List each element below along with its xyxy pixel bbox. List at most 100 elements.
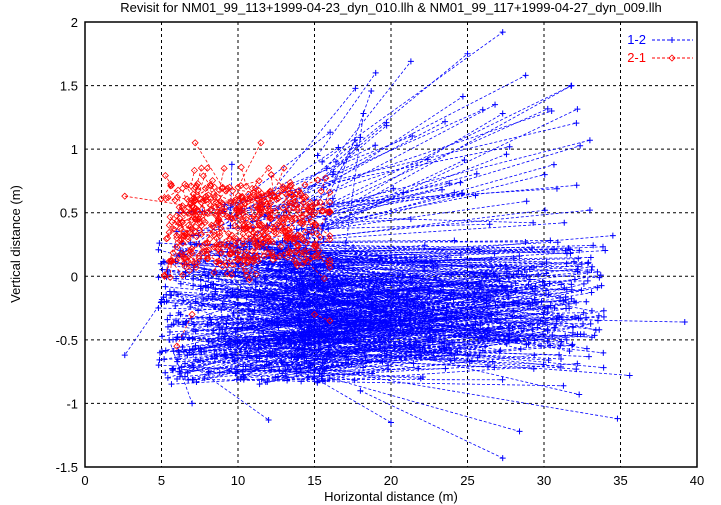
plus-marker <box>472 192 479 199</box>
plus-marker <box>546 280 553 287</box>
diamond-marker <box>173 193 181 201</box>
diamond-marker <box>210 183 218 191</box>
diamond-marker <box>121 192 129 200</box>
diamond-marker <box>192 233 201 241</box>
plus-marker <box>174 358 181 365</box>
diamond-marker <box>310 310 319 318</box>
plus-marker <box>525 281 532 288</box>
plus-marker <box>264 292 271 299</box>
data-segment <box>299 314 561 347</box>
plus-marker <box>158 298 165 305</box>
diamond-marker <box>242 267 250 275</box>
plus-marker <box>322 216 329 223</box>
diamond-marker <box>165 257 173 265</box>
data-segment <box>294 190 300 202</box>
diamond-marker <box>180 259 188 268</box>
plus-marker <box>314 353 321 360</box>
diamond-marker <box>266 192 274 200</box>
plus-marker <box>370 321 377 328</box>
data-segment <box>308 330 510 346</box>
plus-marker <box>543 270 550 277</box>
plus-marker <box>522 72 529 79</box>
data-segment <box>213 228 245 248</box>
plus-marker <box>571 313 578 320</box>
plus-marker <box>512 280 519 287</box>
plus-marker <box>557 342 564 349</box>
plus-marker <box>580 331 587 338</box>
diamond-marker <box>299 213 307 221</box>
plus-marker <box>461 157 468 164</box>
plus-marker <box>563 336 570 343</box>
data-segment <box>207 317 560 325</box>
data-segment <box>305 249 479 252</box>
diamond-marker <box>203 251 211 259</box>
data-segment <box>253 257 374 325</box>
plus-marker <box>587 254 594 261</box>
plus-marker <box>516 253 523 260</box>
plus-marker <box>517 346 524 353</box>
diamond-marker <box>301 181 309 189</box>
diamond-marker <box>228 215 236 223</box>
diamond-marker <box>192 223 200 231</box>
plus-marker <box>443 304 450 311</box>
data-segment <box>237 258 247 276</box>
data-segment <box>287 280 362 293</box>
plus-marker <box>159 333 166 340</box>
diamond-marker <box>242 271 251 279</box>
data-segment <box>280 265 431 338</box>
diamond-marker <box>195 252 203 260</box>
data-segment <box>160 263 579 268</box>
plus-marker <box>594 284 601 291</box>
data-segment <box>176 218 411 233</box>
data-segment <box>176 278 551 307</box>
plus-marker <box>430 263 437 270</box>
diamond-marker <box>326 235 334 244</box>
diamond-marker <box>198 205 206 213</box>
plus-marker <box>466 358 473 365</box>
plus-marker <box>155 274 162 281</box>
data-segment <box>317 297 570 352</box>
plus-marker <box>162 347 169 354</box>
plus-marker <box>497 262 504 269</box>
diamond-marker <box>204 255 212 263</box>
data-segment <box>183 300 325 335</box>
diamond-marker <box>186 229 194 237</box>
data-segment <box>329 377 520 432</box>
diamond-marker <box>301 228 309 236</box>
data-segment <box>173 314 492 352</box>
plus-marker <box>246 352 253 359</box>
plus-marker <box>592 327 599 334</box>
data-segment <box>205 188 235 203</box>
data-segment <box>323 328 468 357</box>
data-segment <box>196 167 202 186</box>
diamond-marker <box>302 238 311 246</box>
data-segment <box>332 75 526 175</box>
diamond-marker <box>180 254 188 262</box>
diamond-marker <box>235 197 243 205</box>
data-segment <box>187 261 190 271</box>
diamond-marker <box>314 176 322 184</box>
data-segment <box>291 235 613 264</box>
diamond-marker <box>202 192 210 200</box>
diamond-marker <box>182 182 190 190</box>
diamond-marker <box>264 249 273 257</box>
plus-marker <box>600 349 607 356</box>
diamond-marker <box>317 187 325 195</box>
data-segment <box>236 108 548 249</box>
data-segment <box>310 201 330 213</box>
diamond-marker <box>239 240 247 248</box>
plus-marker <box>518 271 525 278</box>
data-segment <box>258 285 602 349</box>
data-segment <box>255 188 258 200</box>
diamond-marker <box>189 190 197 198</box>
data-segment <box>208 335 566 343</box>
data-segment <box>248 194 261 214</box>
plus-marker <box>459 93 466 100</box>
data-segment <box>179 238 210 256</box>
plus-marker <box>587 320 594 327</box>
data-segment <box>322 153 507 227</box>
diamond-marker <box>214 200 222 208</box>
data-segment <box>335 53 468 163</box>
diamond-marker <box>288 215 296 223</box>
data-segment <box>166 217 180 239</box>
